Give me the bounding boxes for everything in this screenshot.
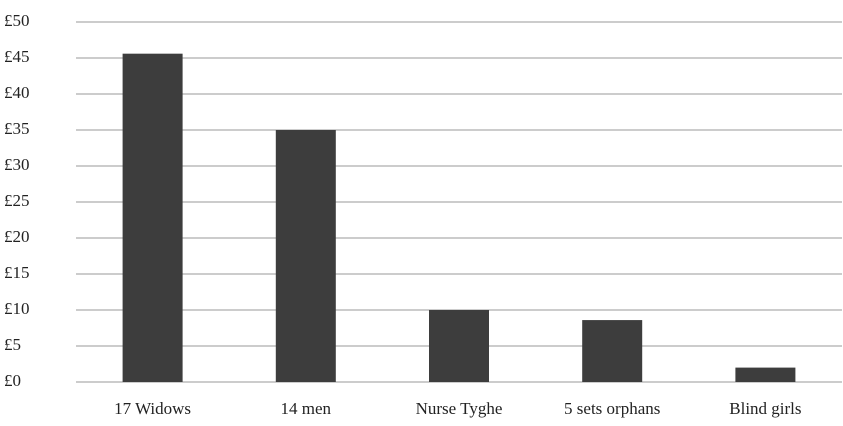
- y-tick-label: £20: [4, 227, 30, 246]
- y-tick-label: £0: [4, 371, 21, 390]
- x-tick-label: 14 men: [281, 399, 332, 418]
- y-tick-label: £50: [4, 11, 30, 30]
- y-tick-label: £15: [4, 263, 30, 282]
- x-tick-label: 5 sets orphans: [564, 399, 660, 418]
- x-tick-label: Nurse Tyghe: [416, 399, 503, 418]
- y-tick-label: £40: [4, 83, 30, 102]
- y-tick-label: £45: [4, 47, 30, 66]
- y-tick-label: £25: [4, 191, 30, 210]
- bar: [429, 310, 489, 382]
- bar: [735, 367, 796, 382]
- y-tick-label: £5: [4, 335, 21, 354]
- bar: [122, 53, 183, 383]
- x-tick-label: 17 Widows: [114, 399, 191, 418]
- x-tick-label: Blind girls: [729, 399, 801, 418]
- bar: [582, 320, 643, 382]
- y-tick-label: £10: [4, 299, 30, 318]
- bar: [275, 130, 336, 382]
- y-tick-label: £35: [4, 119, 30, 138]
- y-tick-label: £30: [4, 155, 30, 174]
